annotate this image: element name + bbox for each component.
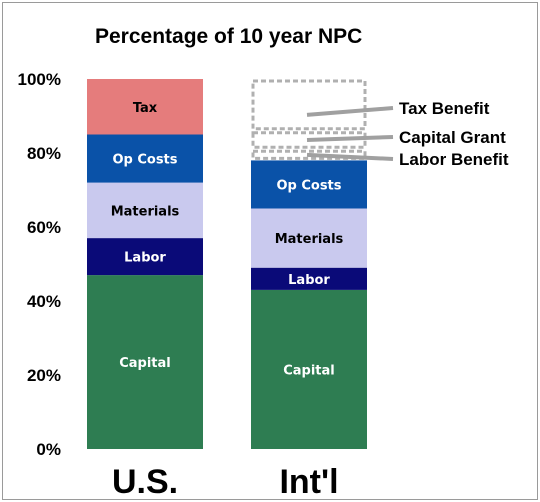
bar-segment-u-s-op-costs bbox=[87, 134, 203, 183]
bar-segment-int-l-labor-benefit bbox=[251, 149, 367, 160]
chart-title: Percentage of 10 year NPC bbox=[95, 25, 362, 48]
y-tick-label: 80% bbox=[27, 144, 61, 163]
annotation-leader-line bbox=[306, 152, 394, 161]
segment-label: Op Costs bbox=[112, 153, 177, 168]
bar-segment-int-l-materials bbox=[251, 208, 367, 268]
bar-segment-int-l-labor bbox=[251, 267, 367, 290]
bar-segment-u-s-materials bbox=[87, 182, 203, 239]
category-label: Int'l bbox=[279, 463, 338, 499]
y-tick-label: 20% bbox=[27, 366, 61, 385]
x-axis-categories: U.S. Int'l bbox=[112, 463, 339, 499]
bar-int-l: Capital Labor Materials Op Costs bbox=[251, 79, 367, 449]
y-tick-label: 40% bbox=[27, 292, 61, 311]
y-tick-label: 100% bbox=[18, 70, 61, 89]
segment-label: Labor bbox=[288, 273, 330, 288]
annotation-leader-line bbox=[306, 135, 394, 143]
y-axis-ticks: 0% 20% 40% 60% 80% 100% bbox=[18, 70, 61, 459]
annotations: Tax Benefit Capital Grant Labor Benefit bbox=[306, 99, 509, 169]
y-tick-label: 0% bbox=[36, 440, 61, 459]
segment-label: Labor bbox=[124, 251, 166, 266]
bar-segment-int-l-op-costs bbox=[251, 160, 367, 209]
bar-segment-u-s-capital bbox=[87, 275, 203, 449]
annotation-label: Labor Benefit bbox=[399, 150, 509, 169]
segment-label: Materials bbox=[275, 232, 344, 247]
annotation-label: Tax Benefit bbox=[399, 99, 490, 118]
bar-segment-u-s-labor bbox=[87, 238, 203, 276]
bar-segment-int-l-capital-grant bbox=[251, 131, 367, 149]
segment-label: Tax bbox=[133, 101, 158, 116]
segment-label: Capital bbox=[119, 356, 171, 371]
stacked-bar-chart: Percentage of 10 year NPC 0% 20% 40% 60% 80%… bbox=[18, 25, 509, 499]
category-label: U.S. bbox=[112, 463, 178, 499]
segment-label: Materials bbox=[111, 204, 180, 219]
y-tick-label: 60% bbox=[27, 218, 61, 237]
annotation-label: Capital Grant bbox=[399, 128, 506, 147]
bar-segment-u-s-tax bbox=[87, 79, 203, 135]
segment-label: Op Costs bbox=[276, 178, 341, 193]
segment-label: Capital bbox=[283, 363, 335, 378]
bars: Capital Labor Materials Op Costs Tax Capital L… bbox=[87, 79, 367, 449]
bar-segment-int-l-capital bbox=[251, 289, 367, 449]
bar-segment-int-l-tax-benefit bbox=[251, 79, 367, 131]
bar-u-s: Capital Labor Materials Op Costs Tax bbox=[87, 79, 203, 449]
annotation-leader-line bbox=[306, 106, 394, 117]
